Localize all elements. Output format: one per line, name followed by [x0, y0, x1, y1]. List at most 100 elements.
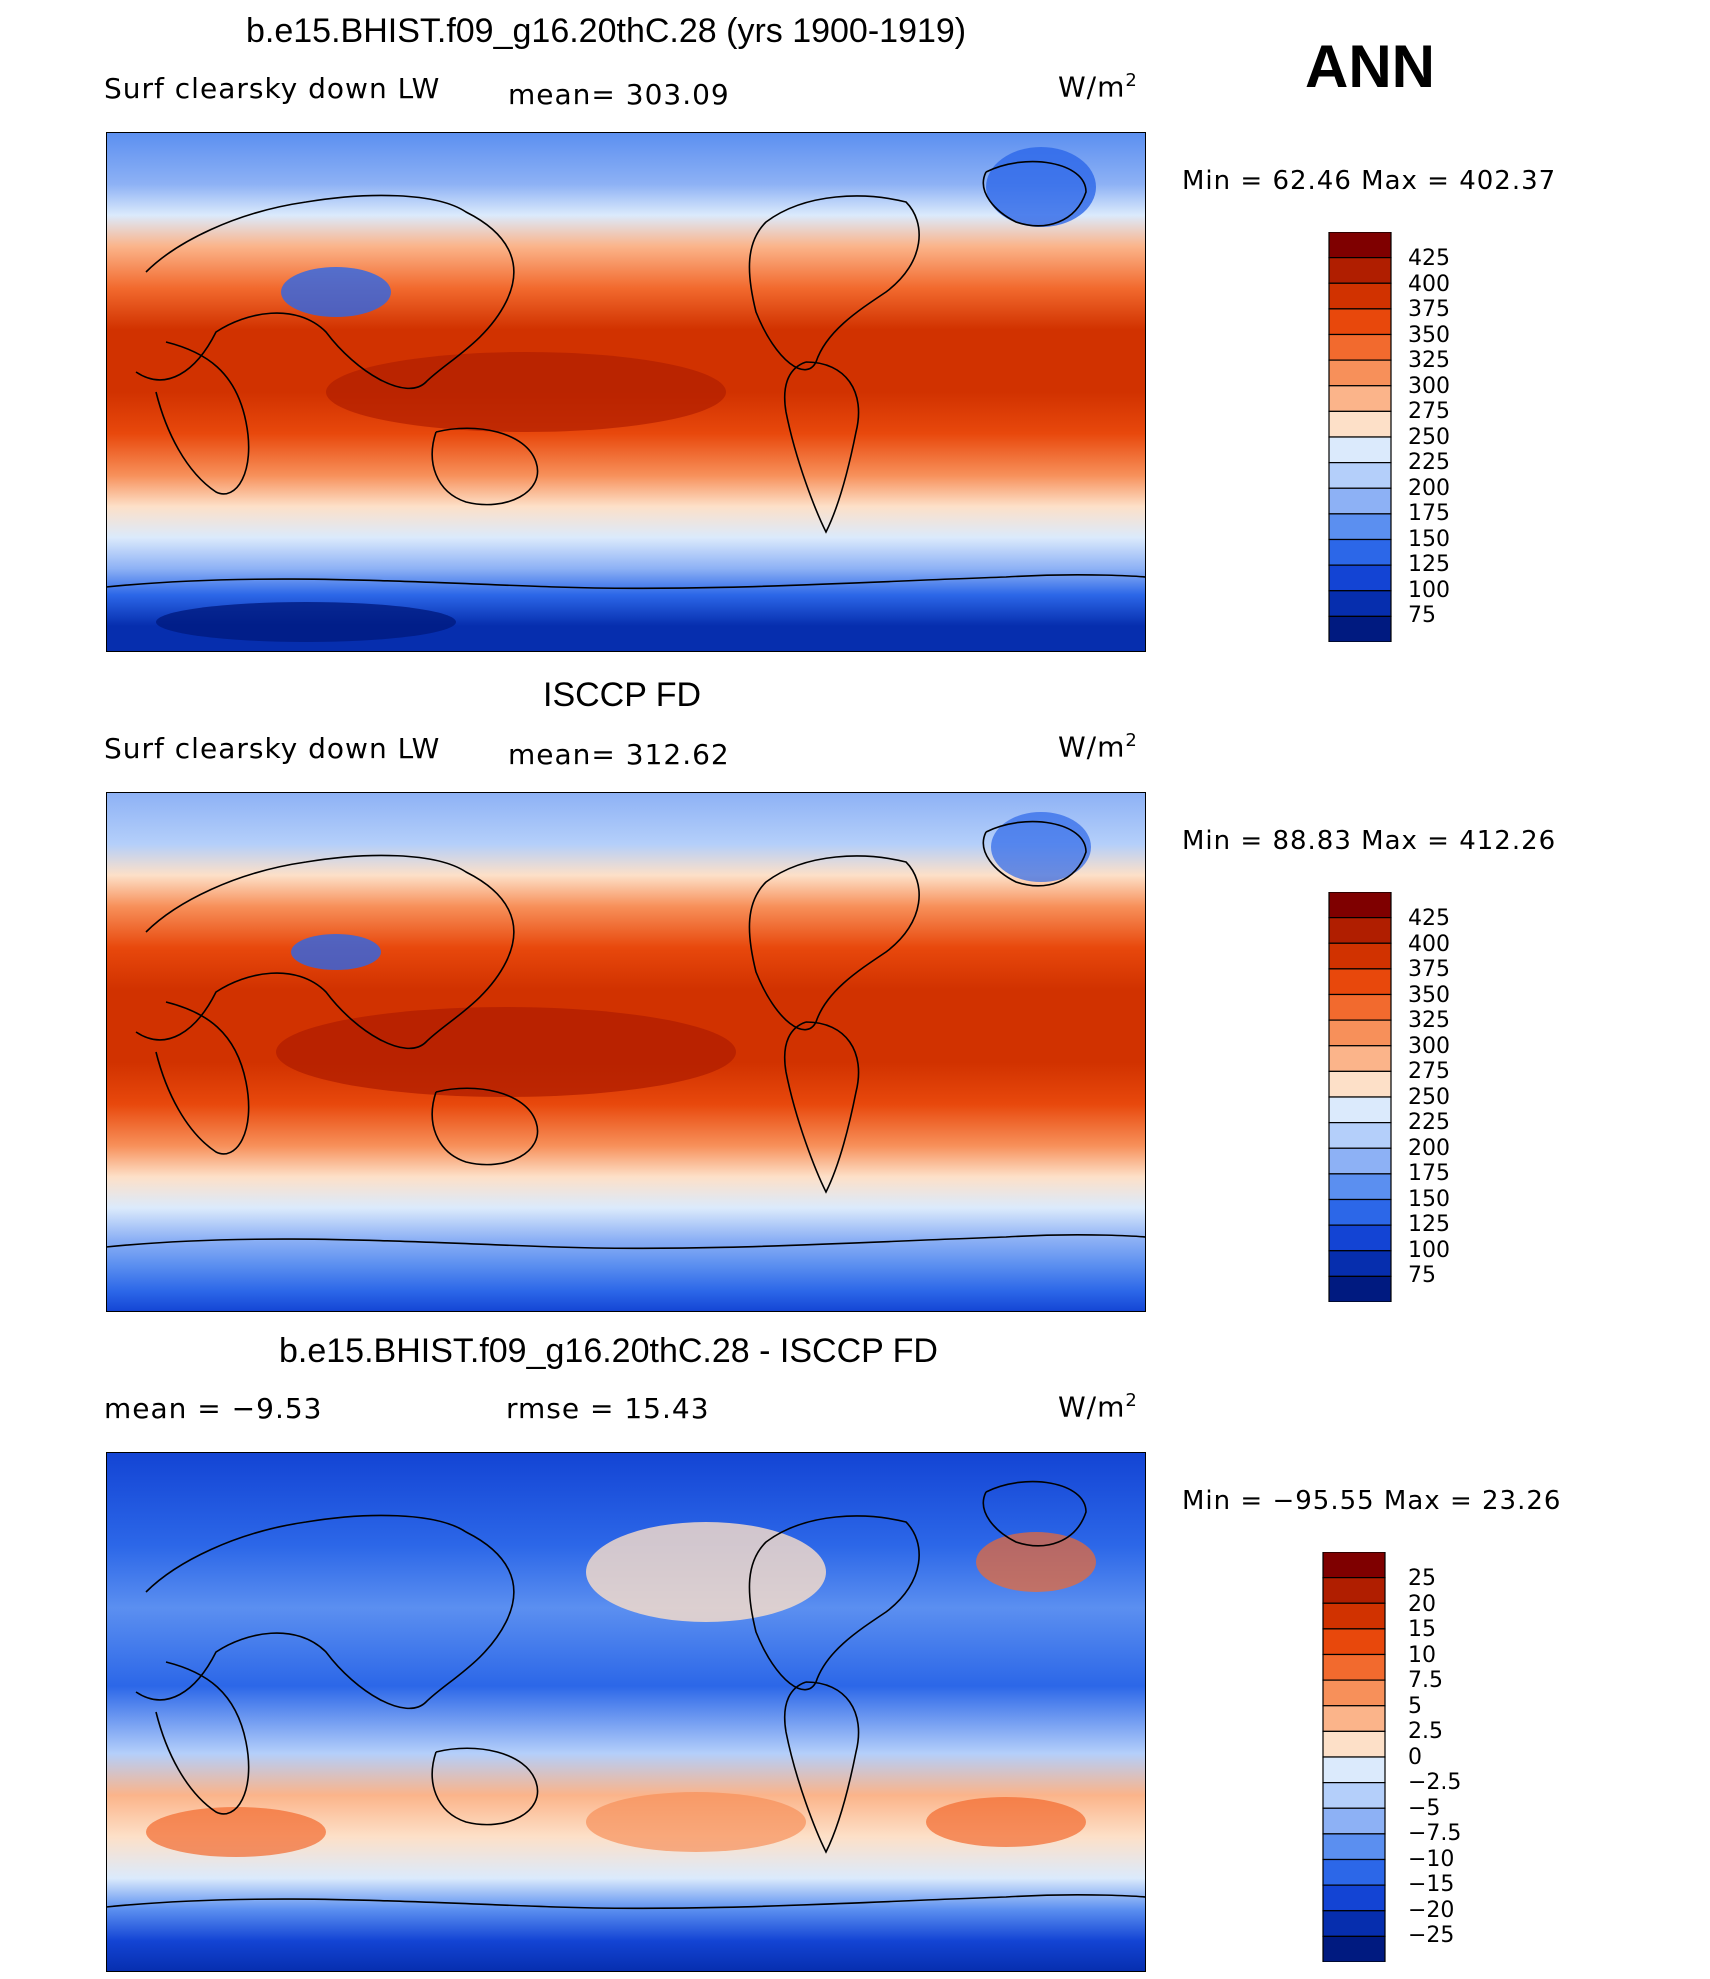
panel-1-title: b.e15.BHIST.f09_g16.20thC.28 (yrs 1900-1… [246, 12, 967, 50]
colorbar-box [1328, 333, 1392, 361]
colorbar-box [1328, 1275, 1392, 1302]
panel-1-warm-pool [326, 352, 726, 432]
colorbar-box [1328, 308, 1392, 336]
colorbar-box [1328, 462, 1392, 489]
panel-3-field [106, 1452, 1146, 1972]
cb2-label: 75 [1408, 1263, 1436, 1288]
panel-3-map [106, 1452, 1146, 1972]
colorbar-box [1322, 1833, 1386, 1861]
cb3-label: 20 [1408, 1592, 1436, 1617]
colorbar-box [1328, 282, 1392, 310]
cb1-label: 325 [1408, 348, 1450, 373]
cb3-label: −20 [1408, 1898, 1455, 1923]
cb1-label: 250 [1408, 425, 1450, 450]
colorbar-box [1322, 1782, 1386, 1809]
panel-2-variable: Surf clearsky down LW [104, 732, 441, 765]
colorbar-box [1328, 1250, 1392, 1277]
cb1-label: 175 [1408, 501, 1450, 526]
colorbar-box [1328, 1173, 1392, 1201]
cb2-label: 150 [1408, 1187, 1450, 1212]
cb2-label: 225 [1408, 1110, 1450, 1135]
panel-3-colorbar [1322, 1552, 1386, 1962]
cb2-label: 100 [1408, 1238, 1450, 1263]
cb1-label: 300 [1408, 374, 1450, 399]
cb1-label: 200 [1408, 476, 1450, 501]
cb3-label: −25 [1408, 1923, 1455, 1948]
panel-3-sh-anomaly-1 [146, 1807, 326, 1857]
colorbar-box [1328, 487, 1392, 515]
colorbar-box [1328, 1096, 1392, 1124]
panel-3-minmax: Min = −95.55 Max = 23.26 [1182, 1486, 1562, 1516]
panel-2-coastlines [106, 820, 1146, 1250]
panel-2-greenland [991, 812, 1091, 882]
colorbar-box [1328, 590, 1392, 617]
colorbar-box [1328, 359, 1392, 387]
panel-2-colorbar [1328, 892, 1392, 1302]
panel-1-variable: Surf clearsky down LW [104, 72, 441, 105]
panel-3-title: b.e15.BHIST.f09_g16.20thC.28 - ISCCP FD [279, 1332, 938, 1370]
colorbar-box [1328, 538, 1392, 566]
cb3-label: −7.5 [1408, 1821, 1462, 1846]
cb2-label: 275 [1408, 1059, 1450, 1084]
panel-2-units: W/m2 [1058, 730, 1138, 764]
colorbar-box [1322, 1935, 1386, 1962]
colorbar-box [1328, 1147, 1392, 1175]
cb3-label: −10 [1408, 1847, 1455, 1872]
cb1-label: 350 [1408, 323, 1450, 348]
panel-1-colorbar [1328, 232, 1392, 642]
panel-1-mean: mean= 303.09 [508, 78, 730, 111]
cb2-label: 300 [1408, 1034, 1450, 1059]
colorbar-box [1322, 1858, 1386, 1886]
cb3-label: 0 [1408, 1745, 1422, 1770]
cb2-label: 125 [1408, 1212, 1450, 1237]
season-label: ANN [1305, 33, 1435, 100]
cb3-label: 10 [1408, 1643, 1436, 1668]
colorbar-box [1328, 564, 1392, 592]
cb3-label: −5 [1408, 1796, 1441, 1821]
colorbar-box [1328, 615, 1392, 642]
panel-3-natlantic-anomaly [976, 1532, 1096, 1592]
cb1-label: 425 [1408, 246, 1450, 271]
colorbar-box [1328, 917, 1392, 944]
colorbar-box [1322, 1552, 1386, 1579]
cb2-label: 375 [1408, 957, 1450, 982]
colorbar-box [1328, 1045, 1392, 1072]
colorbar-box [1328, 993, 1392, 1021]
cb1-label: 400 [1408, 272, 1450, 297]
cb1-label: 375 [1408, 297, 1450, 322]
panel-1-map [106, 132, 1146, 652]
cb3-label: −2.5 [1408, 1770, 1462, 1795]
panel-2-mean: mean= 312.62 [508, 738, 730, 771]
colorbar-box [1328, 1224, 1392, 1252]
colorbar-box [1328, 1198, 1392, 1226]
colorbar-box [1328, 1019, 1392, 1047]
cb1-label: 75 [1408, 603, 1436, 628]
colorbar-box [1328, 257, 1392, 284]
cb2-label: 425 [1408, 906, 1450, 931]
colorbar-box [1322, 1910, 1386, 1937]
panel-3-rmse: rmse = 15.43 [506, 1392, 710, 1425]
colorbar-box [1328, 513, 1392, 541]
panel-2-minmax: Min = 88.83 Max = 412.26 [1182, 826, 1557, 856]
panel-1-tibet [281, 267, 391, 317]
cb3-label: −15 [1408, 1872, 1455, 1897]
cb1-label: 150 [1408, 527, 1450, 552]
panel-1-units: W/m2 [1058, 70, 1138, 104]
cb2-label: 250 [1408, 1085, 1450, 1110]
panel-3-mean: mean = −9.53 [104, 1392, 323, 1425]
panel-2-warm-pool [276, 1007, 736, 1097]
colorbar-box [1322, 1705, 1386, 1732]
cb2-label: 175 [1408, 1161, 1450, 1186]
colorbar-box [1328, 968, 1392, 996]
colorbar-box [1328, 1070, 1392, 1098]
cb1-label: 225 [1408, 450, 1450, 475]
colorbar-box [1322, 1577, 1386, 1604]
panel-3-sh-anomaly-2 [586, 1792, 806, 1852]
cb3-label: 15 [1408, 1617, 1436, 1642]
cb2-label: 400 [1408, 932, 1450, 957]
colorbar-box [1322, 1653, 1386, 1681]
panel-3-sh-anomaly-3 [926, 1797, 1086, 1847]
cb2-label: 325 [1408, 1008, 1450, 1033]
cb1-label: 275 [1408, 399, 1450, 424]
colorbar-box [1328, 436, 1392, 464]
